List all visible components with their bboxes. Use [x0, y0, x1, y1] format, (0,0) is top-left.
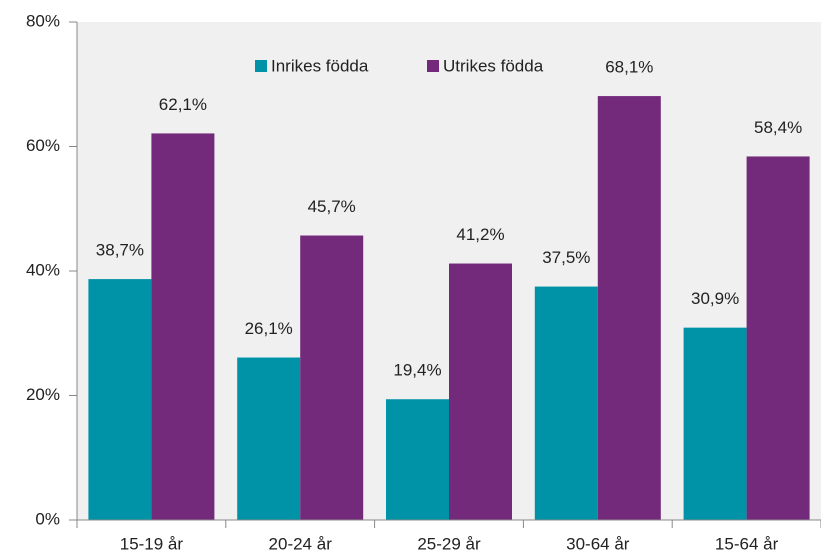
data-label: 62,1% [159, 95, 207, 114]
x-tick-label: 25-29 år [417, 534, 481, 553]
data-label: 30,9% [691, 289, 739, 308]
bar [237, 357, 301, 520]
bar [683, 327, 747, 520]
y-tick-label: 80% [26, 11, 60, 30]
data-label: 41,2% [456, 225, 504, 244]
data-label: 26,1% [245, 319, 293, 338]
bar [746, 156, 810, 520]
data-label: 45,7% [308, 197, 356, 216]
legend-swatch [427, 60, 439, 72]
y-tick-label: 20% [26, 385, 60, 404]
bar [597, 96, 661, 520]
legend-label: Utrikes födda [443, 56, 544, 75]
x-tick-label: 15-19 år [120, 534, 184, 553]
data-label: 58,4% [754, 118, 802, 137]
bar [151, 133, 215, 521]
legend-swatch [255, 60, 267, 72]
bar [534, 286, 598, 520]
data-label: 68,1% [605, 58, 653, 77]
x-tick-label: 20-24 år [269, 534, 333, 553]
y-tick-label: 60% [26, 136, 60, 155]
bar [300, 235, 364, 520]
data-label: 37,5% [542, 248, 590, 267]
y-tick-label: 40% [26, 260, 60, 279]
legend-label: Inrikes födda [271, 56, 369, 75]
y-tick-label: 0% [35, 509, 60, 528]
bar [88, 279, 152, 520]
data-label: 38,7% [96, 241, 144, 260]
bar [449, 263, 512, 520]
data-label: 19,4% [393, 361, 441, 380]
bar [386, 399, 449, 520]
x-tick-label: 15-64 år [715, 534, 779, 553]
x-tick-label: 30-64 år [566, 534, 630, 553]
